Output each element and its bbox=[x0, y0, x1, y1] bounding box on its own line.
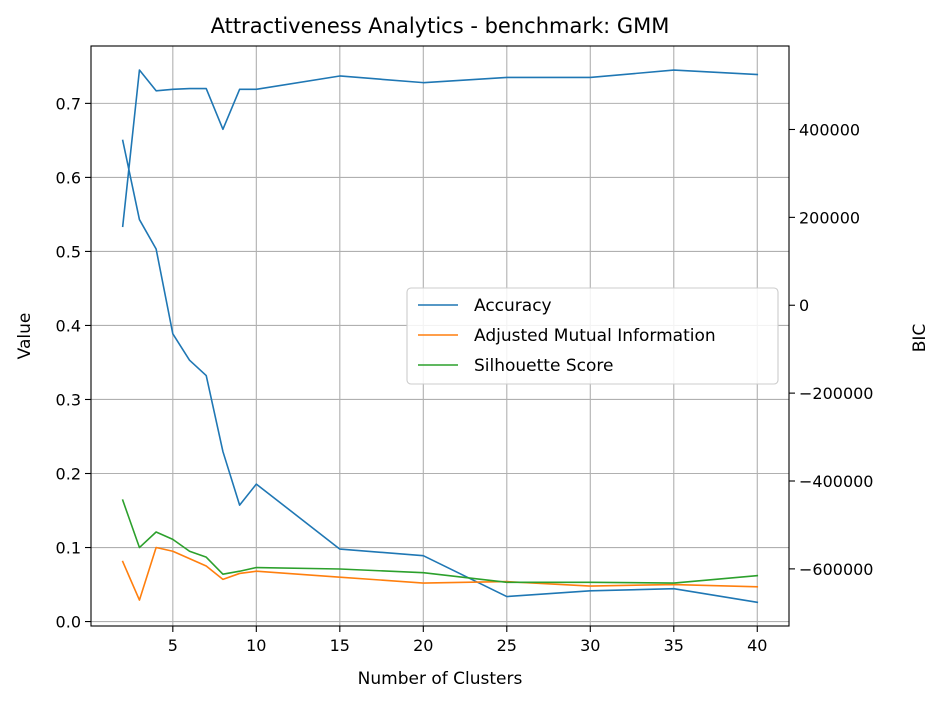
legend: Accuracy Adjusted Mutual Information Silho… bbox=[406, 287, 779, 385]
y2-tick-label: 200000 bbox=[799, 208, 860, 227]
y-tick-label: 0.0 bbox=[56, 613, 81, 632]
y-axis-right: 400000 200000 0 −200000 −400000 −600000 bbox=[789, 120, 873, 579]
series-line-silhouette-score bbox=[121, 499, 759, 584]
y-tick-label: 0.5 bbox=[56, 242, 81, 261]
legend-label: Adjusted Mutual Information bbox=[474, 326, 716, 346]
x-tick-label: 30 bbox=[580, 636, 600, 655]
y-tick-label: 0.4 bbox=[56, 316, 81, 335]
x-tick-label: 10 bbox=[246, 636, 266, 655]
y-tick-label: 0.2 bbox=[56, 465, 81, 484]
x-tick-label: 25 bbox=[497, 636, 517, 655]
y-tick-label: 0.7 bbox=[56, 94, 81, 113]
x-tick-label: 35 bbox=[664, 636, 684, 655]
series-line-accuracy bbox=[121, 69, 759, 228]
legend-label: Silhouette Score bbox=[474, 356, 613, 376]
series-line-bic bbox=[121, 139, 759, 604]
plot-frame bbox=[90, 45, 790, 627]
y-tick-label: 0.3 bbox=[56, 390, 81, 409]
x-tick-label: 5 bbox=[168, 636, 178, 655]
x-tick-label: 20 bbox=[413, 636, 433, 655]
y-axis-title: Value bbox=[15, 313, 35, 360]
y2-tick-label: −200000 bbox=[799, 384, 873, 403]
legend-box bbox=[406, 287, 779, 385]
y2-axis-title: BIC bbox=[910, 324, 930, 353]
y2-tick-label: −400000 bbox=[799, 472, 873, 491]
x-axis-title: Number of Clusters bbox=[358, 669, 523, 689]
series-line-adjusted-mutual-information bbox=[121, 546, 759, 601]
y2-tick-label: −600000 bbox=[799, 560, 873, 579]
grid bbox=[91, 46, 789, 626]
chart-title: Attractiveness Analytics - benchmark: GM… bbox=[211, 14, 670, 38]
series-lines bbox=[121, 69, 759, 604]
y-axis-left: 0.0 0.1 0.2 0.3 0.4 0.5 0.6 0.7 bbox=[56, 94, 91, 632]
y2-tick-label: 400000 bbox=[799, 120, 860, 139]
x-axis: 5 10 15 20 25 30 35 40 bbox=[168, 626, 767, 655]
y2-tick-label: 0 bbox=[799, 296, 809, 315]
y-tick-label: 0.1 bbox=[56, 539, 81, 558]
legend-label: Accuracy bbox=[474, 296, 552, 316]
x-tick-label: 15 bbox=[330, 636, 350, 655]
x-tick-label: 40 bbox=[747, 636, 767, 655]
y-tick-label: 0.6 bbox=[56, 168, 81, 187]
